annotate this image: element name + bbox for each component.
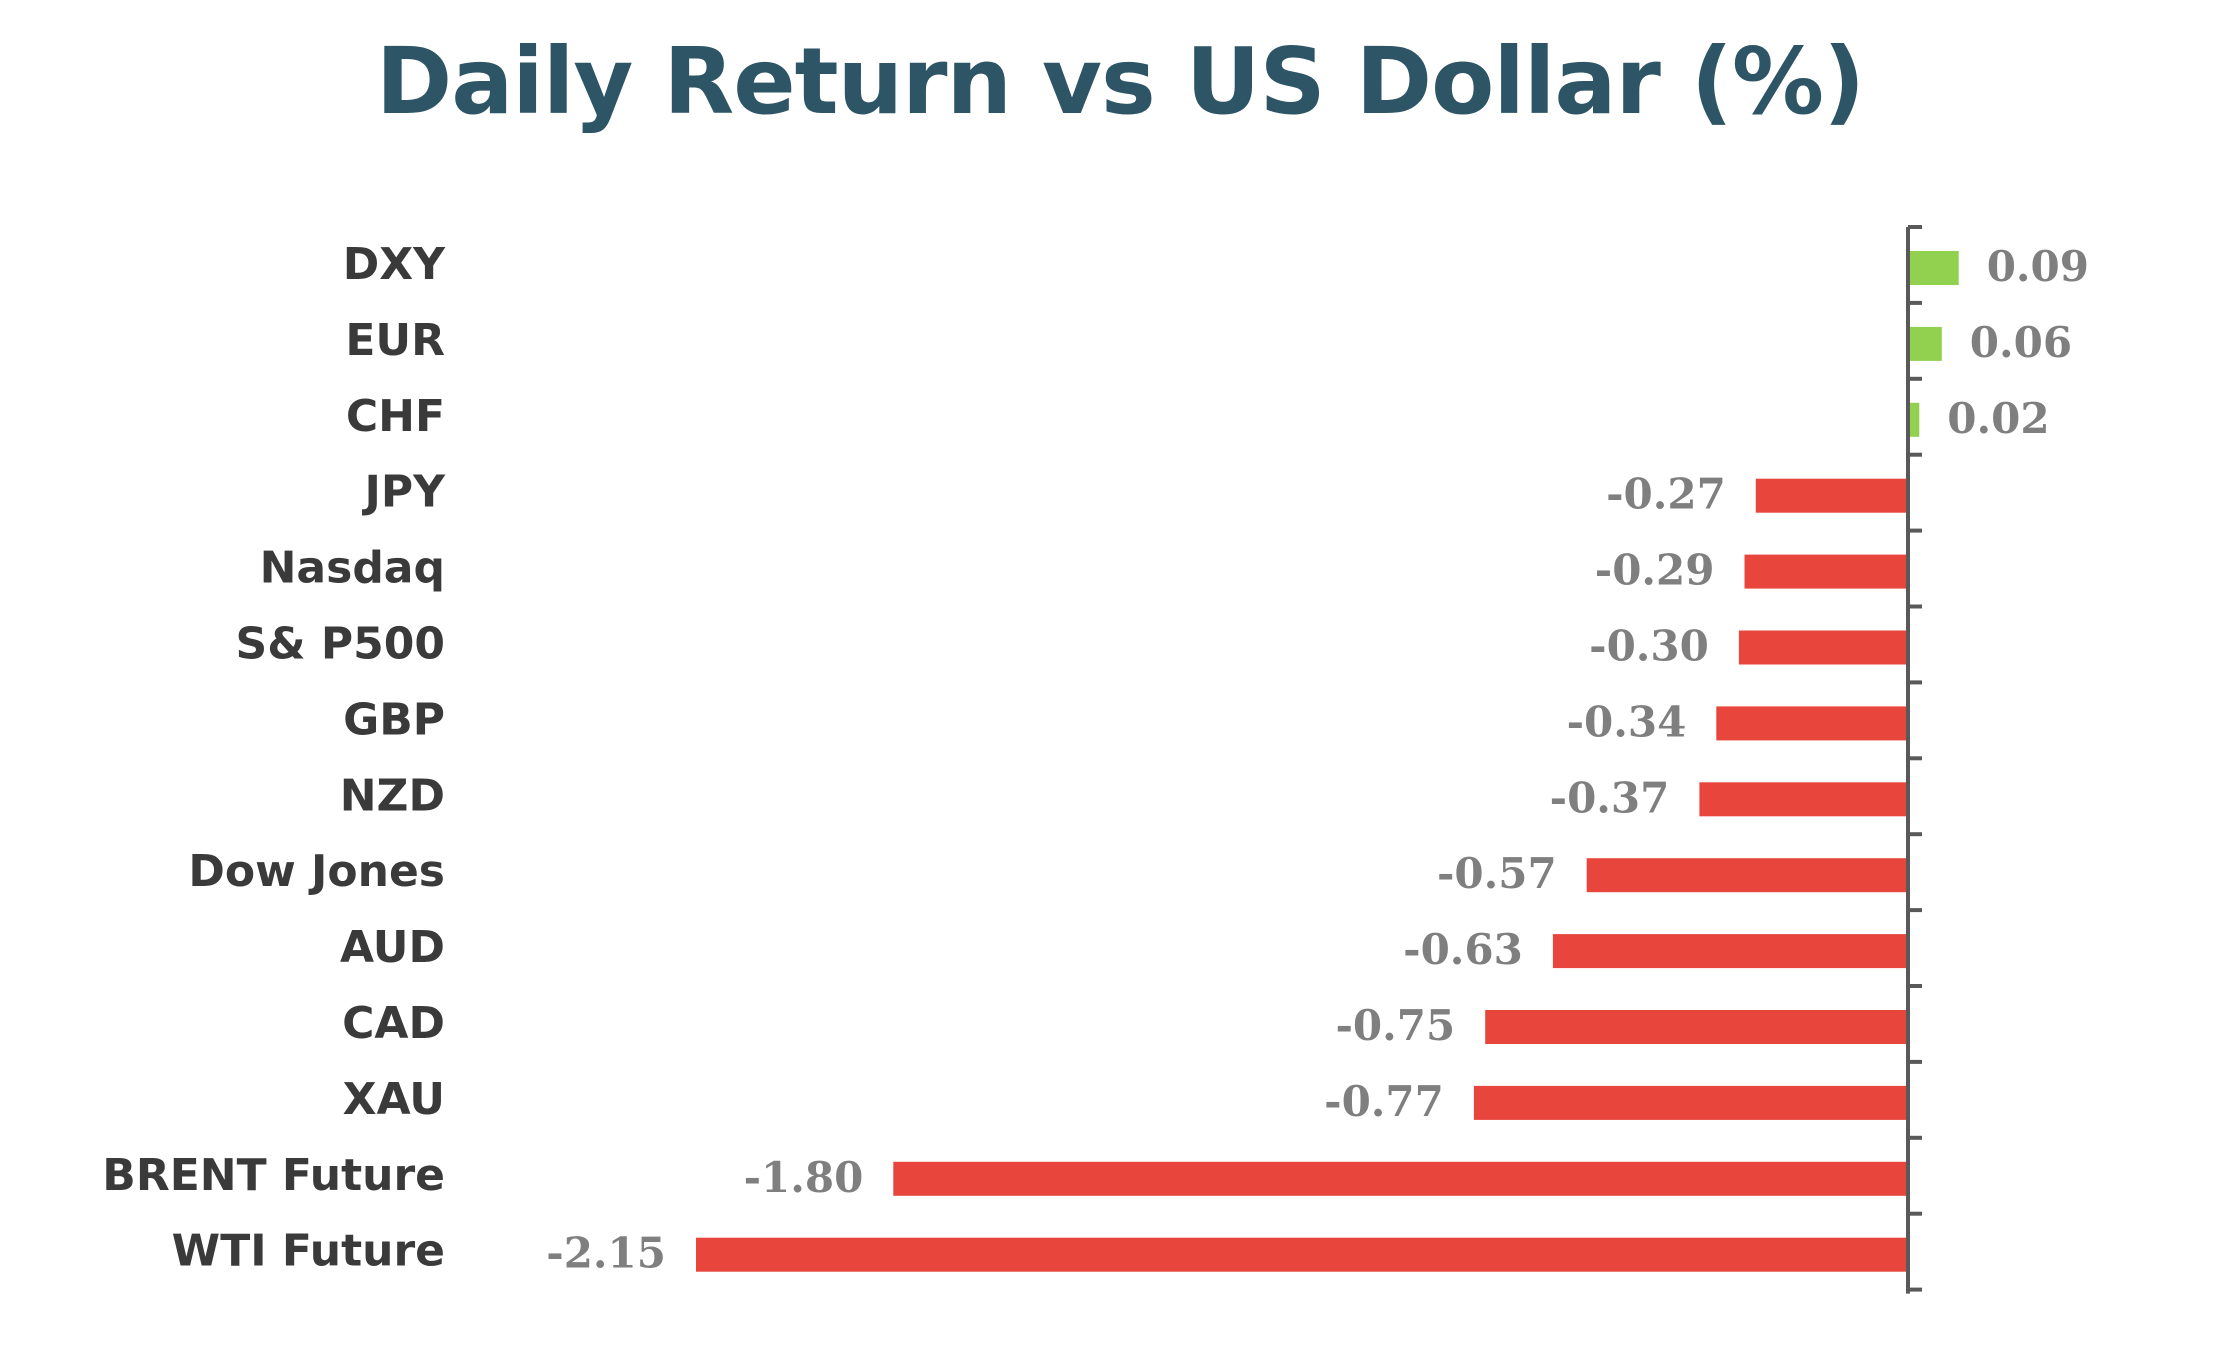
bar bbox=[1744, 554, 1908, 589]
bar bbox=[1908, 326, 1942, 361]
chart-title: Daily Return vs US Dollar (%) bbox=[375, 28, 1865, 135]
category-label: XAU bbox=[343, 1074, 445, 1125]
bar bbox=[1908, 251, 1959, 285]
data-label: -0.63 bbox=[1403, 925, 1523, 974]
data-label: 0.02 bbox=[1947, 394, 2049, 443]
category-label: BRENT Future bbox=[102, 1150, 445, 1201]
data-label: -0.75 bbox=[1335, 1001, 1455, 1050]
data-label: -0.30 bbox=[1589, 622, 1709, 671]
bar bbox=[1552, 934, 1908, 969]
category-label: NZD bbox=[340, 770, 445, 821]
category-label: Dow Jones bbox=[188, 846, 445, 897]
category-label: CHF bbox=[346, 391, 445, 442]
data-label: -0.29 bbox=[1595, 546, 1715, 595]
bar bbox=[696, 1237, 1908, 1272]
data-label: -2.15 bbox=[546, 1229, 666, 1278]
category-labels: DXY EUR CHF JPY Nasdaq S& P500 GBP NZD Dow Jones… bbox=[102, 239, 446, 1277]
data-label: -0.77 bbox=[1324, 1077, 1444, 1126]
bar bbox=[1473, 1085, 1908, 1120]
bar bbox=[1908, 402, 1920, 437]
bar bbox=[1755, 478, 1908, 513]
data-label: 0.09 bbox=[1987, 242, 2089, 291]
bar bbox=[1586, 858, 1908, 893]
value-labels: 0.09 0.06 0.02 -0.27 -0.29 -0.30 -0.34 -0.37 -0.… bbox=[546, 242, 2089, 1278]
data-label: 0.06 bbox=[1970, 318, 2072, 367]
category-label: EUR bbox=[345, 315, 445, 366]
bar bbox=[1716, 706, 1908, 741]
category-label: AUD bbox=[340, 922, 445, 973]
category-label: JPY bbox=[362, 467, 447, 518]
category-label: CAD bbox=[342, 998, 445, 1049]
data-label: -0.34 bbox=[1567, 697, 1687, 746]
category-label: Nasdaq bbox=[260, 543, 445, 594]
category-label: S& P500 bbox=[236, 619, 445, 670]
bar bbox=[1699, 782, 1908, 817]
value-axis bbox=[1906, 225, 1922, 1294]
data-label: -0.57 bbox=[1437, 849, 1557, 898]
bar bbox=[1738, 630, 1908, 665]
data-label: -1.80 bbox=[744, 1153, 864, 1202]
bar bbox=[893, 1161, 1908, 1196]
category-label: GBP bbox=[343, 694, 445, 745]
bar bbox=[1485, 1010, 1908, 1044]
category-label: WTI Future bbox=[172, 1226, 445, 1277]
data-label: -0.37 bbox=[1550, 773, 1670, 822]
bars-layer bbox=[696, 251, 1959, 1272]
data-label: -0.27 bbox=[1606, 470, 1726, 519]
category-label: DXY bbox=[343, 239, 446, 290]
